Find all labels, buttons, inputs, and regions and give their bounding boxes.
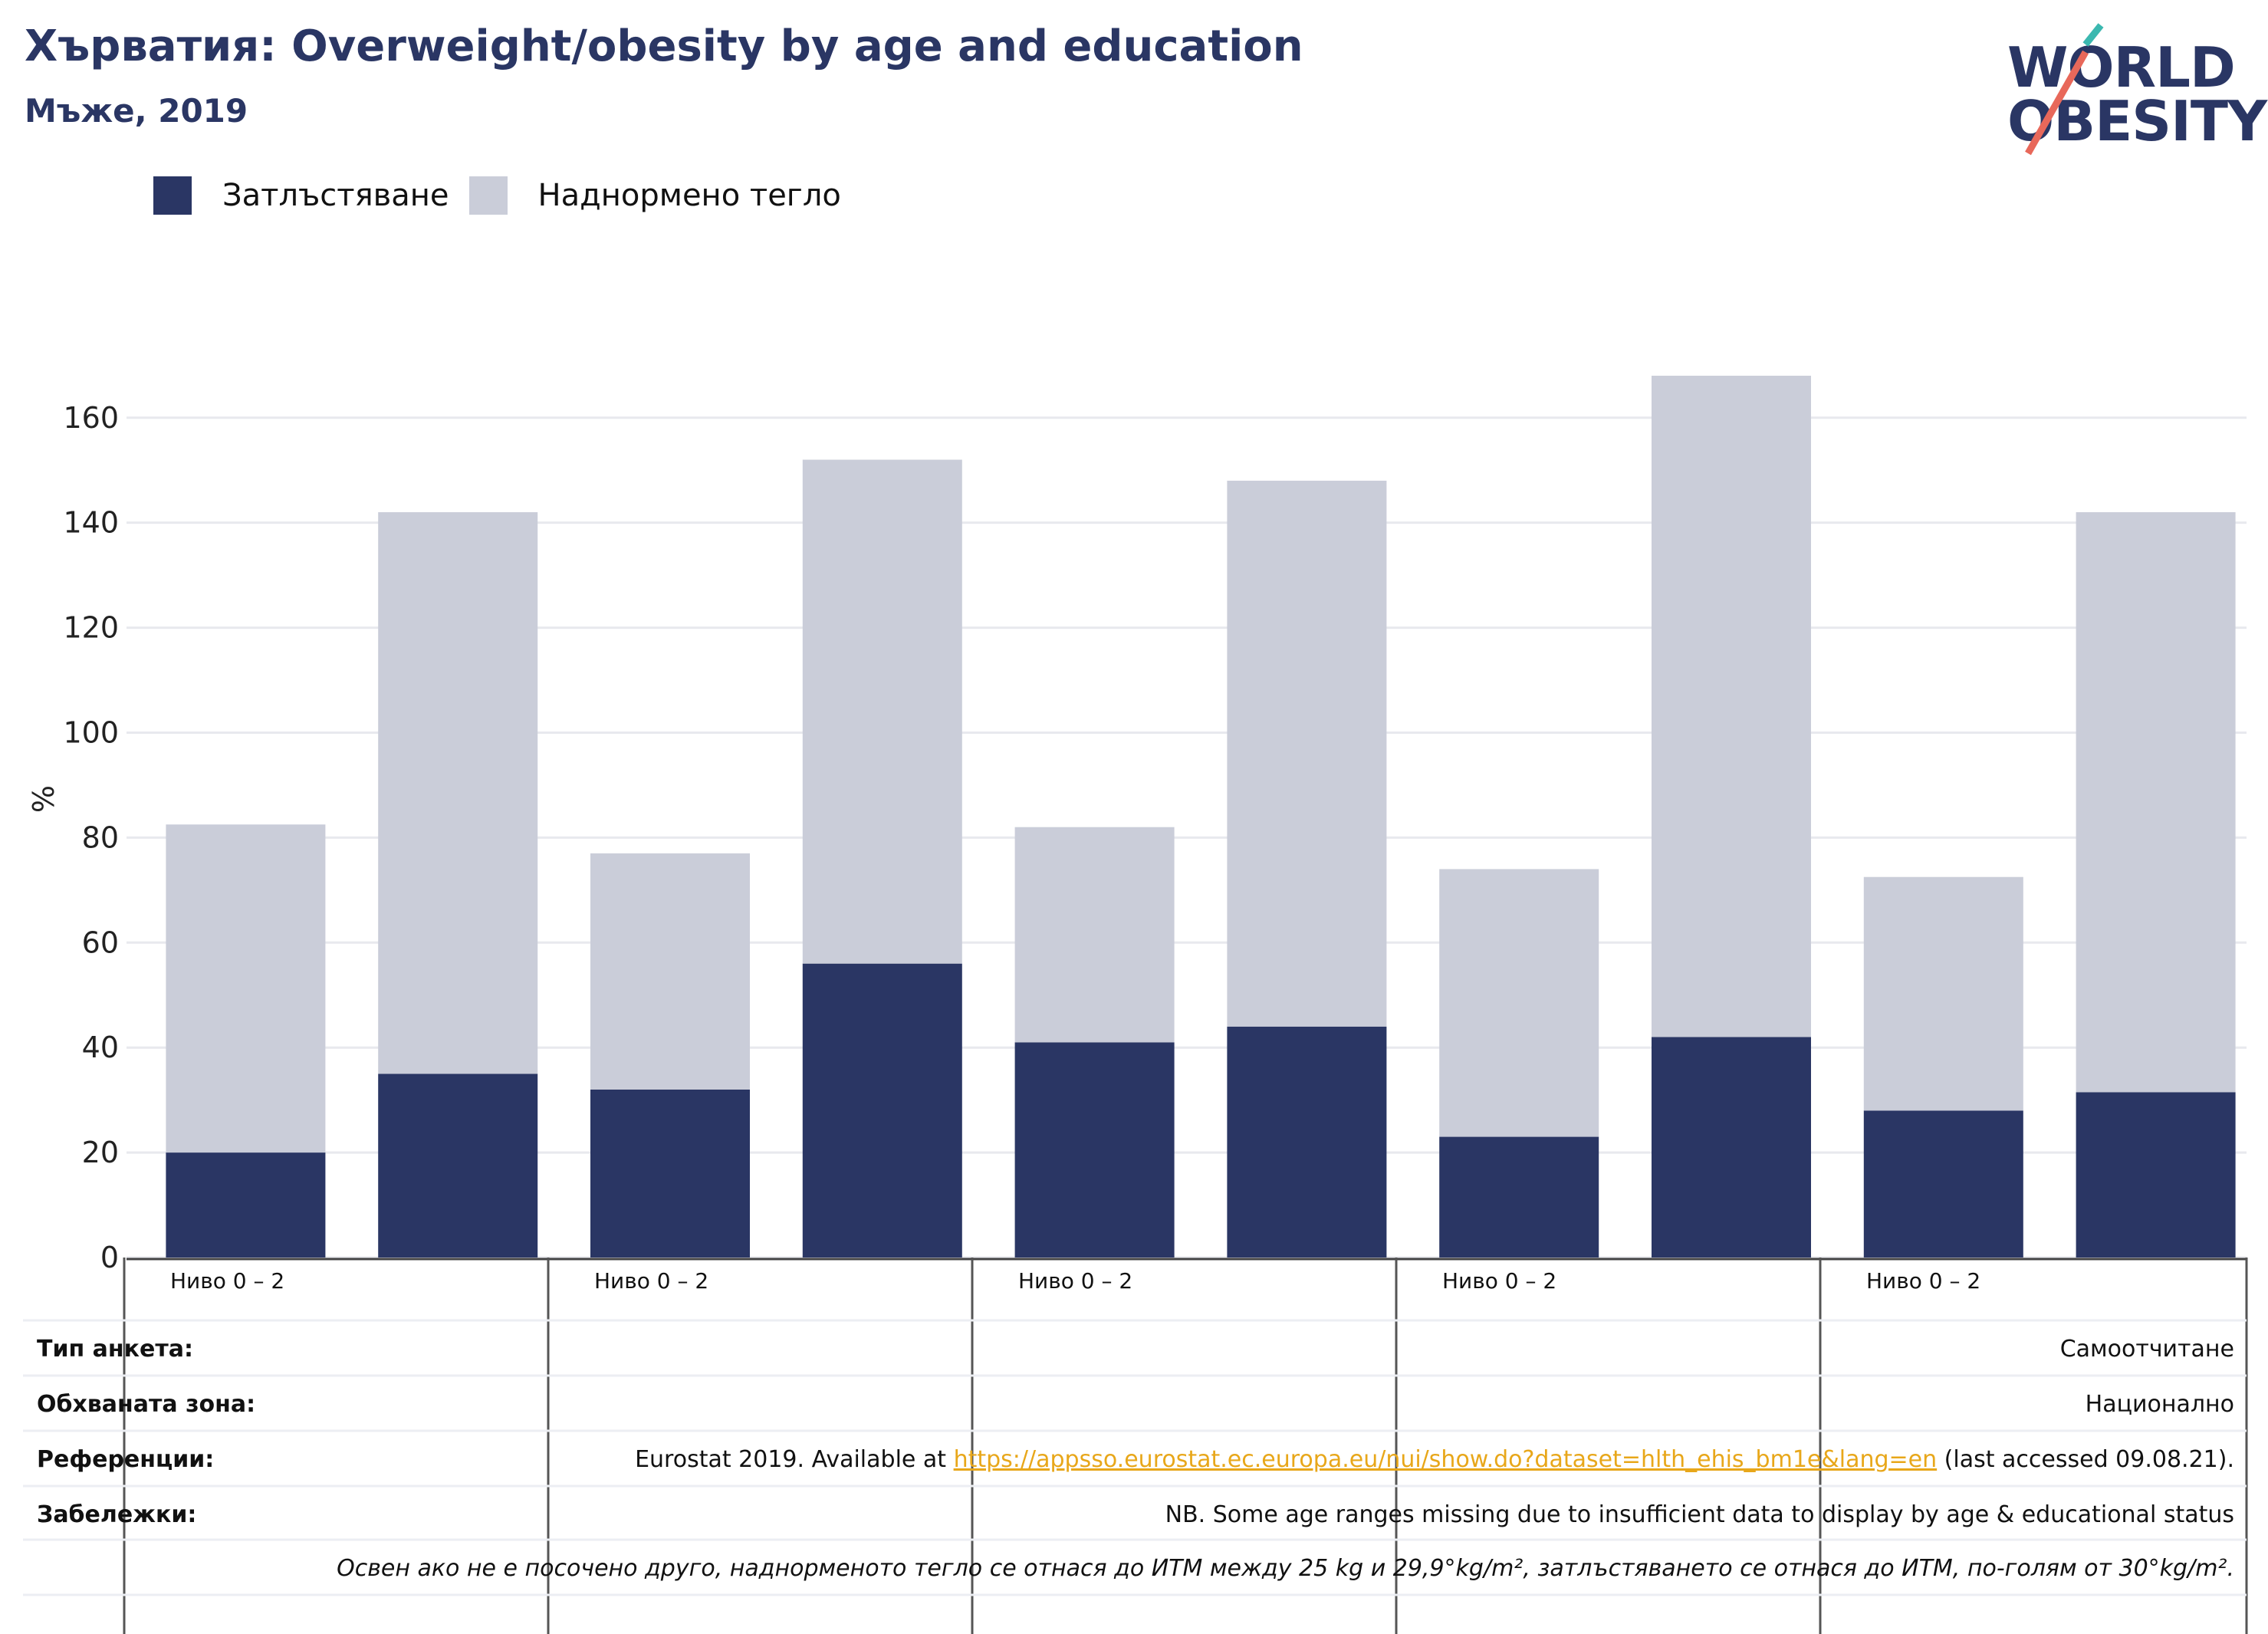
bar-overweight xyxy=(1014,827,1175,1043)
y-tick-label: 100 xyxy=(63,715,119,749)
y-tick-label: 140 xyxy=(63,506,119,540)
legend-swatch-overweight xyxy=(468,176,508,215)
bar-obesity xyxy=(590,1089,750,1258)
legend-item-obesity: Затлъстяване xyxy=(153,176,449,215)
logo-slash-icon xyxy=(2025,23,2104,156)
y-tick-label: 80 xyxy=(82,820,119,854)
x-category-label: Ниво 0 – 2 xyxy=(594,1268,708,1294)
survey-type-value: Самоотчитане xyxy=(2059,1336,2234,1363)
references-suffix: (last accessed 09.08.21). xyxy=(1937,1446,2234,1473)
notes-label: Забележки: xyxy=(37,1501,197,1528)
bar-obesity xyxy=(802,963,962,1258)
legend-label-overweight: Наднормено тегло xyxy=(537,178,841,213)
bar-obesity xyxy=(378,1073,538,1258)
coverage-label: Обхваната зона: xyxy=(37,1391,256,1418)
survey-type-label: Тип анкета: xyxy=(37,1336,193,1363)
legend-item-overweight: Наднормено тегло xyxy=(468,176,841,215)
chart-legend: Затлъстяване Наднормено тегло xyxy=(153,176,861,215)
bar-overweight xyxy=(802,459,962,964)
bar-overweight xyxy=(2076,511,2236,1093)
y-tick-label: 40 xyxy=(82,1031,119,1064)
bar-obesity xyxy=(1652,1037,1811,1258)
y-tick-label: 120 xyxy=(63,611,119,645)
world-obesity-logo: WORLD OBESITY xyxy=(1994,21,2267,159)
bar-overweight xyxy=(1652,376,1811,1037)
references-label: Референции: xyxy=(37,1446,215,1473)
bar-overweight xyxy=(166,824,326,1153)
x-category-label: Ниво 0 – 2 xyxy=(170,1268,284,1294)
bar-overweight xyxy=(1227,480,1387,1027)
y-tick-label: 60 xyxy=(82,925,119,959)
y-tick-label: 160 xyxy=(63,401,119,435)
bar-obesity xyxy=(1014,1042,1175,1258)
references-prefix: Eurostat 2019. Available at xyxy=(635,1446,954,1473)
bar-obesity xyxy=(1439,1136,1599,1258)
bar-obesity xyxy=(1863,1110,2023,1258)
bar-obesity xyxy=(1227,1026,1387,1258)
x-category-label: Ниво 0 – 2 xyxy=(1018,1268,1132,1294)
bar-overweight xyxy=(590,853,750,1090)
notes-value: NB. Some age ranges missing due to insuf… xyxy=(1165,1501,2234,1528)
footnote: Освен ако не е посочено друго, наднормен… xyxy=(337,1555,2234,1582)
logo-line-1: WORLD xyxy=(2007,35,2236,100)
bar-overweight xyxy=(1863,876,2023,1111)
y-tick-label: 20 xyxy=(82,1136,119,1169)
bar-obesity xyxy=(166,1152,326,1258)
chart-subtitle: Мъже, 2019 xyxy=(25,92,248,130)
coverage-value: Национално xyxy=(2085,1391,2234,1418)
x-category-label: Ниво 0 – 2 xyxy=(1442,1268,1556,1294)
bar-overweight xyxy=(1439,869,1599,1137)
chart-title: Хърватия: Overweight/obesity by age and … xyxy=(25,21,1303,71)
y-tick-label: 0 xyxy=(100,1241,119,1274)
y-axis-label: % xyxy=(27,785,61,813)
references-link[interactable]: https://appsso.eurostat.ec.europa.eu/nui… xyxy=(953,1446,1938,1473)
bar-overweight xyxy=(378,511,538,1074)
x-category-label: Ниво 0 – 2 xyxy=(1866,1268,1980,1294)
legend-swatch-obesity xyxy=(153,176,192,215)
legend-label-obesity: Затлъстяване xyxy=(222,178,449,213)
references-value: Eurostat 2019. Available at https://apps… xyxy=(635,1446,2234,1473)
logo-line-2: OBESITY xyxy=(2007,89,2267,153)
bar-obesity xyxy=(2076,1092,2236,1258)
